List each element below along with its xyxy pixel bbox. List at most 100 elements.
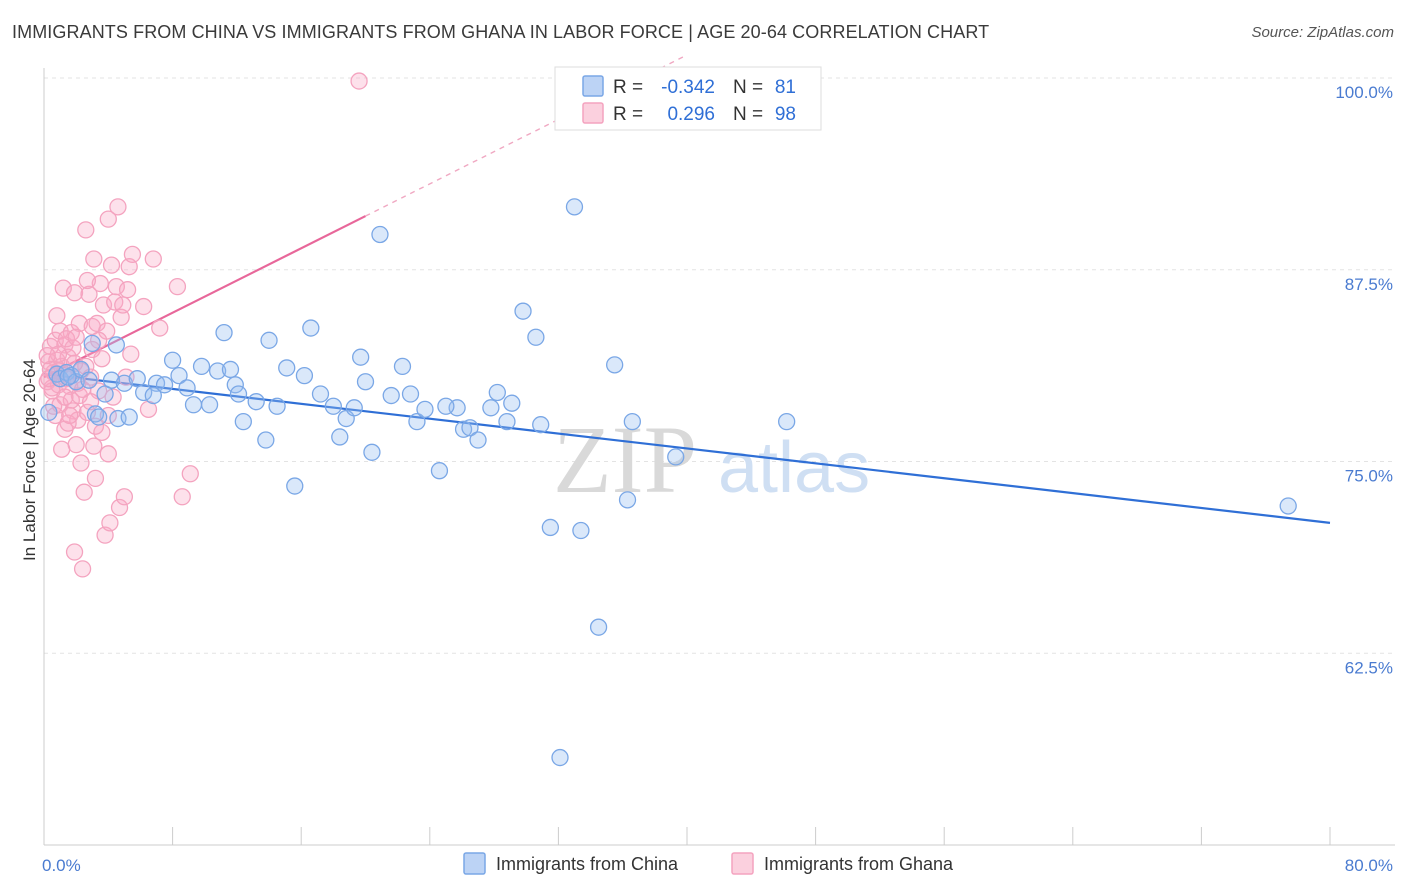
ghana-point	[168, 277, 187, 296]
y-tick-label-3: 100.0%	[1335, 83, 1393, 102]
china-point	[268, 397, 286, 415]
china-point	[59, 368, 77, 386]
china-trend-line	[43, 372, 1331, 524]
ghana-point	[65, 543, 84, 561]
ghana-point	[53, 440, 71, 458]
ghana-r-value: 0.296	[667, 104, 715, 125]
ghana-point	[85, 437, 103, 455]
china-point	[96, 385, 114, 403]
ghana-point	[115, 488, 134, 506]
china-point	[667, 448, 685, 466]
china-point	[86, 405, 105, 423]
china-point	[286, 477, 304, 495]
series-ghana-points	[38, 72, 368, 578]
china-point	[184, 396, 203, 414]
ghana-point	[118, 281, 137, 299]
china-point	[115, 374, 134, 392]
ghana-point	[67, 435, 85, 454]
china-point	[102, 371, 121, 389]
china-point	[83, 334, 101, 353]
china-point	[527, 328, 545, 346]
china-point	[90, 408, 108, 426]
china-point	[311, 385, 330, 403]
source-label: Source: ZipAtlas.com	[1251, 24, 1394, 41]
china-point	[572, 521, 590, 540]
ghana-point	[54, 279, 72, 297]
legend-ghana-label: Immigrants from Ghana	[764, 854, 954, 874]
ghana-point	[135, 297, 153, 316]
china-n-value: 81	[775, 77, 796, 98]
china-point	[454, 420, 473, 438]
ghana-swatch	[582, 102, 604, 124]
ghana-point	[85, 250, 103, 268]
china-point	[430, 462, 449, 480]
china-point	[416, 400, 434, 418]
china-point	[371, 225, 389, 244]
china-point	[163, 351, 182, 369]
watermark-atlas: atlas	[718, 428, 870, 508]
china-point	[393, 357, 412, 376]
china-swatch	[582, 75, 604, 97]
ghana-trend-line	[43, 215, 366, 379]
china-point	[778, 412, 796, 431]
axes	[43, 68, 1395, 846]
china-point	[382, 386, 400, 405]
china-point	[278, 359, 296, 377]
china-point	[331, 428, 349, 446]
china-point	[565, 198, 584, 216]
china-point	[618, 491, 637, 509]
ghana-point	[109, 198, 127, 216]
china-point	[514, 302, 532, 320]
china-point	[401, 385, 420, 403]
y-tick-label-1: 75.0%	[1345, 467, 1393, 486]
ghana-point	[99, 445, 117, 463]
china-point	[295, 366, 314, 385]
china-point	[170, 366, 188, 385]
ghana-point	[114, 296, 132, 314]
china-point	[488, 383, 506, 402]
china-point	[208, 362, 227, 380]
ghana-point	[107, 277, 125, 296]
china-point	[247, 393, 265, 411]
china-point	[302, 319, 320, 337]
china-point	[532, 416, 550, 434]
ghana-point	[93, 423, 111, 442]
watermark: ZIP atlas	[553, 406, 870, 513]
x-tick-label-0: 0.0%	[42, 856, 81, 875]
ghana-point	[77, 221, 95, 239]
series-legend: Immigrants from China Immigrants from Gh…	[463, 852, 954, 875]
ghana-point	[70, 314, 89, 333]
ghana-point	[61, 406, 79, 425]
legend-china-label: Immigrants from China	[496, 854, 679, 874]
china-point	[606, 356, 624, 374]
ghana-point	[80, 285, 98, 303]
china-point	[144, 386, 162, 405]
china-point	[260, 331, 278, 349]
china-point	[345, 399, 363, 417]
china-r-value: -0.342	[661, 77, 715, 98]
china-point	[461, 419, 479, 437]
ghana-point	[86, 417, 105, 435]
china-point	[589, 618, 608, 636]
ghana-n-label: N =	[733, 104, 763, 125]
china-point	[120, 408, 138, 426]
legend-ghana-swatch	[731, 852, 754, 875]
ghana-point	[75, 483, 93, 501]
ghana-point	[99, 210, 117, 228]
legend-china-swatch	[463, 852, 486, 875]
china-point	[80, 371, 98, 389]
ghana-point	[102, 256, 121, 274]
x-tick-label-1: 80.0%	[1345, 856, 1393, 875]
china-point	[551, 748, 569, 767]
china-point	[200, 396, 219, 414]
ghana-point	[72, 454, 90, 472]
china-point	[503, 394, 521, 412]
china-point	[437, 397, 455, 415]
ghana-r-label: R =	[613, 104, 643, 125]
china-point	[363, 443, 381, 461]
china-point	[1279, 497, 1297, 515]
china-point	[469, 431, 487, 449]
ghana-point	[73, 560, 92, 578]
china-point	[541, 518, 560, 537]
